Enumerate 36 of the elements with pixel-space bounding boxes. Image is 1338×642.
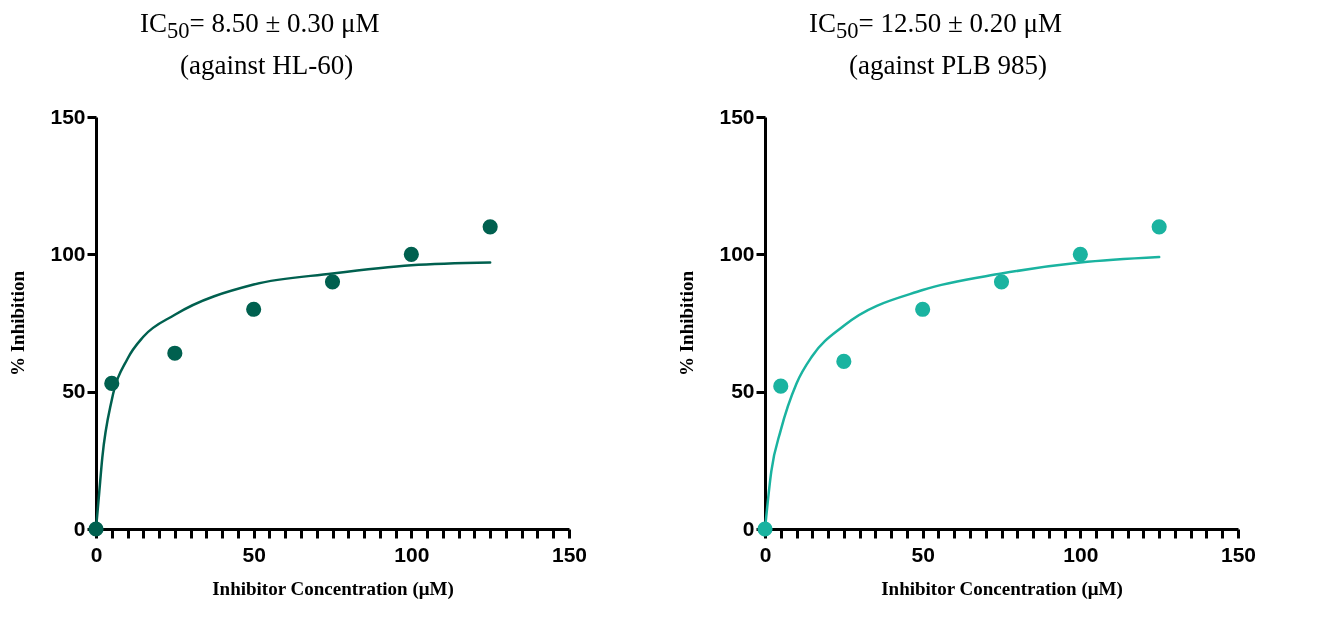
point — [167, 345, 183, 361]
x-axis-title: Inhibitor Concentration (μM) — [212, 577, 454, 600]
point — [324, 274, 341, 290]
y-axis-title: % Inhibition — [7, 270, 29, 377]
x-tick-label: 0 — [90, 542, 103, 566]
chart-subtitle: (against PLB 985) — [848, 49, 1048, 83]
y-tick-label: 0 — [742, 516, 755, 540]
point — [246, 301, 262, 317]
point — [1072, 246, 1088, 262]
x-tick-label: 150 — [1220, 542, 1257, 566]
x-tick-label: 150 — [551, 542, 588, 566]
x-tick-label: 50 — [911, 542, 935, 566]
chart-title: IC$_{50}$= 8.50 ± 0.30 μM — [140, 7, 381, 46]
y-tick-label: 50 — [62, 379, 86, 403]
point — [915, 301, 931, 317]
y-tick-label: 50 — [731, 379, 755, 403]
x-tick-label: 50 — [242, 542, 266, 566]
x-tick-label: 100 — [394, 542, 430, 566]
x-tick-label: 0 — [759, 542, 772, 566]
point — [1151, 219, 1167, 235]
point — [993, 274, 1010, 290]
x-axis-title: Inhibitor Concentration (μM) — [881, 577, 1123, 600]
y-tick-label: 100 — [719, 241, 755, 265]
chart-subtitle: (against HL-60) — [179, 49, 355, 83]
point — [836, 353, 852, 370]
x-tick-label: 100 — [1063, 542, 1099, 566]
y-tick-label: 0 — [73, 516, 86, 540]
chart-title: IC$_{50}$= 12.50 ± 0.20 μM — [809, 7, 1064, 46]
point — [773, 378, 789, 394]
point — [104, 375, 120, 391]
y-tick-label: 100 — [50, 241, 86, 265]
y-tick-label: 150 — [719, 104, 755, 128]
point — [482, 219, 498, 235]
y-tick-label: 150 — [50, 104, 86, 128]
point — [403, 246, 419, 262]
y-axis-title: % Inhibition — [676, 270, 698, 377]
